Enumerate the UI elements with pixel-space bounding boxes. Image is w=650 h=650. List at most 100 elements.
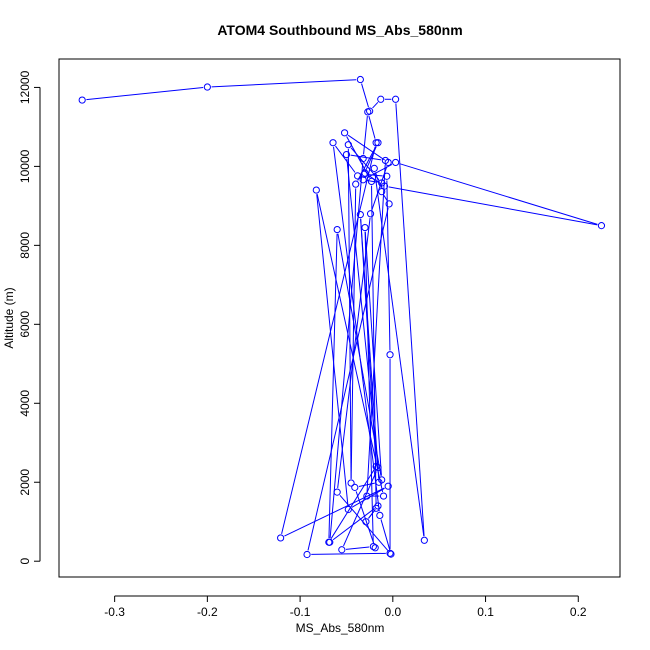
series-segment [361, 83, 369, 108]
series-segment [380, 519, 391, 551]
data-point [386, 549, 394, 557]
data-point [420, 536, 428, 544]
series-segment [358, 482, 375, 487]
data-point [361, 223, 369, 232]
data-point [378, 188, 386, 196]
x-tick-label: 0.1 [477, 605, 494, 619]
data-point [370, 164, 378, 172]
data-series [78, 75, 606, 559]
series-segment [368, 115, 376, 139]
data-point [377, 95, 385, 103]
series-segment [332, 508, 375, 541]
series-segment [395, 103, 425, 537]
series-segment [335, 145, 356, 173]
data-point [376, 511, 384, 520]
x-axis: -0.3 -0.2 -0.1 0.0 0.1 0.2 [104, 595, 587, 619]
data-point [342, 150, 351, 159]
series-segment [363, 116, 368, 155]
series-segment [284, 487, 385, 537]
data-point [333, 225, 341, 234]
y-axis-label: Altitude (m) [2, 287, 16, 348]
data-point [372, 139, 380, 147]
plot-frame [58, 58, 621, 578]
data-point [386, 351, 394, 359]
data-point [385, 200, 393, 208]
data-point [363, 492, 371, 500]
data-point [387, 550, 395, 558]
series-segment [339, 494, 389, 552]
data-point [359, 176, 367, 184]
series-segment [316, 194, 384, 493]
x-tick-label: -0.1 [290, 605, 311, 619]
x-tick-label: -0.2 [197, 605, 218, 619]
data-point [277, 534, 285, 542]
y-tick-label: 2000 [18, 469, 32, 496]
series-segment [367, 180, 378, 183]
data-point [325, 538, 333, 546]
y-tick-label: 4000 [18, 390, 32, 417]
series-segment [345, 546, 370, 550]
series-segment [386, 180, 391, 351]
data-point [372, 504, 380, 512]
data-point [361, 169, 369, 177]
data-point [366, 210, 375, 218]
data-point [333, 488, 341, 496]
data-point [356, 75, 364, 84]
series-segment [281, 146, 376, 534]
y-axis: 0 2000 4000 6000 8000 10000 12000 [18, 70, 41, 565]
data-point [364, 108, 372, 116]
data-point [344, 505, 352, 514]
series-segment [355, 491, 375, 544]
series-segment [307, 207, 389, 551]
data-point [597, 222, 606, 230]
data-point [347, 479, 355, 487]
series-segment [330, 469, 375, 539]
x-tick-label: -0.3 [104, 605, 125, 619]
data-point [380, 182, 389, 190]
data-point [374, 502, 382, 510]
series-segment [211, 79, 357, 88]
data-point [329, 139, 337, 147]
series-segment [337, 217, 371, 489]
y-tick-label: 10000 [18, 149, 32, 183]
data-point [372, 462, 380, 471]
x-tick-label: 0.0 [384, 605, 401, 619]
series-segment [328, 233, 338, 539]
data-point [312, 186, 320, 194]
data-point [374, 464, 382, 472]
chart-title: ATOM4 Southbound MS_Abs_580nm [217, 22, 462, 38]
series-segment [329, 162, 364, 539]
series-segment [388, 186, 598, 226]
data-point [356, 210, 364, 219]
y-tick-label: 12000 [18, 70, 32, 104]
data-point [78, 96, 86, 104]
data-point [371, 544, 379, 552]
y-tick-label: 8000 [18, 232, 32, 259]
series-segment [374, 172, 425, 537]
series-segment [399, 163, 598, 225]
series-segment [360, 218, 380, 479]
data-point [379, 492, 388, 500]
data-point [352, 180, 360, 188]
series-segment [346, 136, 370, 178]
data-point [303, 550, 311, 559]
data-point [381, 156, 389, 165]
data-point [374, 139, 382, 147]
series-segment [86, 86, 204, 101]
y-tick-label: 6000 [18, 311, 32, 338]
series-segment [364, 231, 374, 543]
data-point [353, 172, 362, 180]
data-point [369, 542, 377, 551]
data-point [360, 170, 368, 178]
data-point [383, 172, 391, 180]
data-point [392, 158, 400, 167]
data-point [341, 129, 349, 137]
x-tick-label: 0.2 [570, 605, 587, 619]
series-segment [366, 163, 393, 179]
data-point [384, 482, 392, 490]
data-point [351, 483, 359, 491]
series-segment [347, 134, 385, 161]
series-segment [383, 194, 388, 201]
data-point [375, 478, 383, 486]
